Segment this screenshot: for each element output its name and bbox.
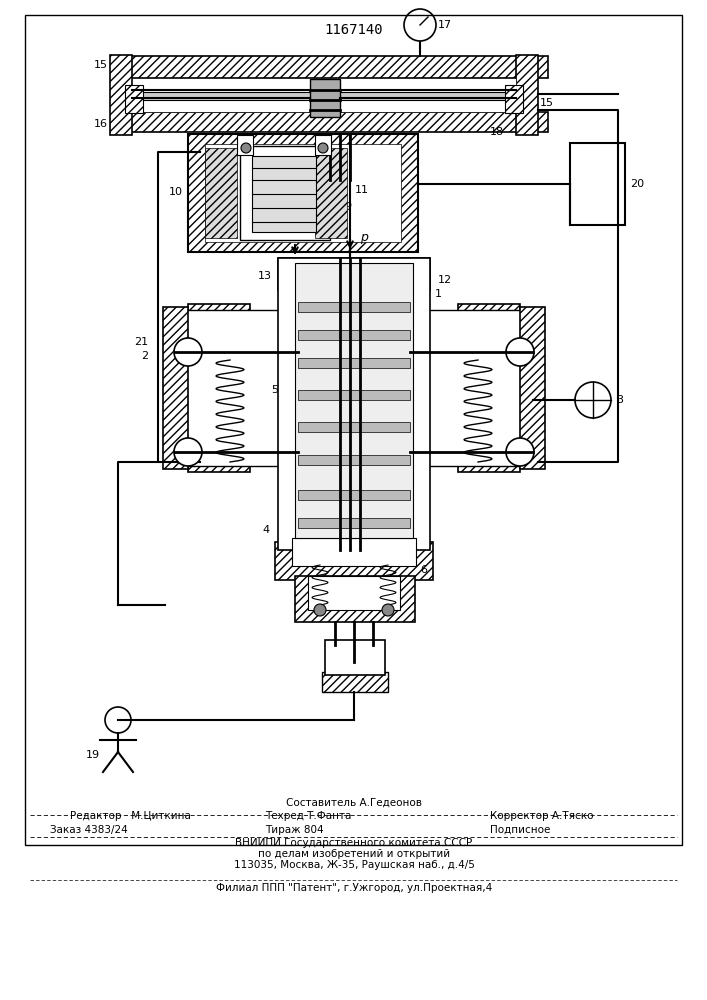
Bar bbox=[252, 156, 316, 232]
Text: 16: 16 bbox=[94, 119, 108, 129]
Bar bbox=[338, 310, 533, 466]
Bar bbox=[570, 143, 625, 225]
Bar bbox=[332, 92, 516, 100]
Bar bbox=[308, 576, 400, 610]
Bar bbox=[298, 358, 410, 368]
Text: Корректор А.Тяско: Корректор А.Тяско bbox=[490, 811, 593, 821]
Bar bbox=[298, 455, 410, 465]
Bar bbox=[315, 135, 331, 155]
Bar bbox=[298, 422, 410, 432]
Text: 14: 14 bbox=[330, 387, 344, 397]
Circle shape bbox=[174, 338, 202, 366]
Bar bbox=[278, 258, 430, 550]
Bar bbox=[205, 148, 237, 238]
Text: 5: 5 bbox=[271, 385, 278, 395]
Text: ВНИИПИ Государственного комитета СССР: ВНИИПИ Государственного комитета СССР bbox=[235, 838, 472, 848]
Text: Подписное: Подписное bbox=[490, 825, 550, 835]
Text: 11: 11 bbox=[355, 185, 369, 195]
Bar bbox=[520, 307, 545, 469]
Text: 12: 12 bbox=[438, 275, 452, 285]
Text: Заказ 4383/24: Заказ 4383/24 bbox=[50, 825, 128, 835]
Bar bbox=[325, 640, 385, 675]
Bar bbox=[298, 330, 410, 340]
Bar bbox=[163, 307, 188, 469]
Bar bbox=[310, 79, 340, 117]
Text: 6: 6 bbox=[420, 565, 427, 575]
Bar bbox=[516, 55, 538, 135]
Text: p: p bbox=[360, 232, 368, 244]
Circle shape bbox=[506, 338, 534, 366]
Text: Редактор   М.Циткина: Редактор М.Циткина bbox=[70, 811, 191, 821]
Text: 7: 7 bbox=[385, 547, 392, 557]
Circle shape bbox=[241, 143, 251, 153]
Text: 21: 21 bbox=[134, 337, 148, 347]
Bar bbox=[188, 134, 418, 252]
Bar bbox=[125, 85, 143, 113]
Text: 18: 18 bbox=[490, 127, 504, 137]
Bar bbox=[188, 304, 250, 472]
Bar bbox=[295, 576, 415, 622]
Circle shape bbox=[314, 604, 326, 616]
Bar bbox=[298, 490, 410, 500]
Bar bbox=[292, 538, 416, 566]
Bar bbox=[298, 518, 410, 528]
Text: 9: 9 bbox=[345, 202, 352, 212]
Text: 10: 10 bbox=[169, 187, 183, 197]
Bar bbox=[205, 144, 401, 242]
Text: 1167140: 1167140 bbox=[325, 23, 383, 37]
Bar bbox=[458, 304, 520, 472]
Text: 15: 15 bbox=[540, 98, 554, 108]
Bar bbox=[322, 672, 388, 692]
Bar bbox=[118, 56, 548, 78]
Bar bbox=[118, 112, 548, 132]
Text: 4: 4 bbox=[263, 525, 270, 535]
Bar bbox=[132, 78, 516, 112]
Text: 20: 20 bbox=[630, 179, 644, 189]
Bar bbox=[505, 85, 523, 113]
Bar bbox=[295, 286, 413, 304]
Bar bbox=[175, 310, 370, 466]
Circle shape bbox=[382, 604, 394, 616]
Text: 15: 15 bbox=[94, 60, 108, 70]
Text: 2: 2 bbox=[141, 351, 148, 361]
Bar bbox=[298, 302, 410, 312]
Text: Филиал ППП "Патент", г.Ужгород, ул.Проектная,4: Филиал ППП "Патент", г.Ужгород, ул.Проек… bbox=[216, 883, 492, 893]
Circle shape bbox=[506, 438, 534, 466]
Bar bbox=[25, 15, 682, 845]
Circle shape bbox=[318, 143, 328, 153]
Bar bbox=[237, 135, 253, 155]
Bar bbox=[295, 263, 413, 538]
Text: 19: 19 bbox=[86, 750, 100, 760]
Text: Техред Т.Фанта: Техред Т.Фанта bbox=[265, 811, 351, 821]
Text: по делам изобретений и открытий: по делам изобретений и открытий bbox=[258, 849, 450, 859]
Bar bbox=[315, 148, 347, 238]
Bar bbox=[240, 146, 330, 240]
Text: Тираж 804: Тираж 804 bbox=[265, 825, 324, 835]
Text: 13: 13 bbox=[258, 271, 272, 281]
Text: 17: 17 bbox=[438, 20, 452, 30]
Text: 1: 1 bbox=[435, 289, 442, 299]
Bar bbox=[275, 542, 433, 580]
Bar bbox=[298, 390, 410, 400]
Text: 113035, Москва, Ж-35, Раушская наб., д.4/5: 113035, Москва, Ж-35, Раушская наб., д.4… bbox=[233, 860, 474, 870]
Text: 8: 8 bbox=[292, 545, 299, 555]
Bar bbox=[132, 92, 332, 100]
Bar bbox=[278, 258, 430, 290]
Bar bbox=[110, 55, 132, 135]
Circle shape bbox=[174, 438, 202, 466]
Text: 3: 3 bbox=[616, 395, 623, 405]
Text: Составитель А.Гедеонов: Составитель А.Гедеонов bbox=[286, 798, 422, 808]
